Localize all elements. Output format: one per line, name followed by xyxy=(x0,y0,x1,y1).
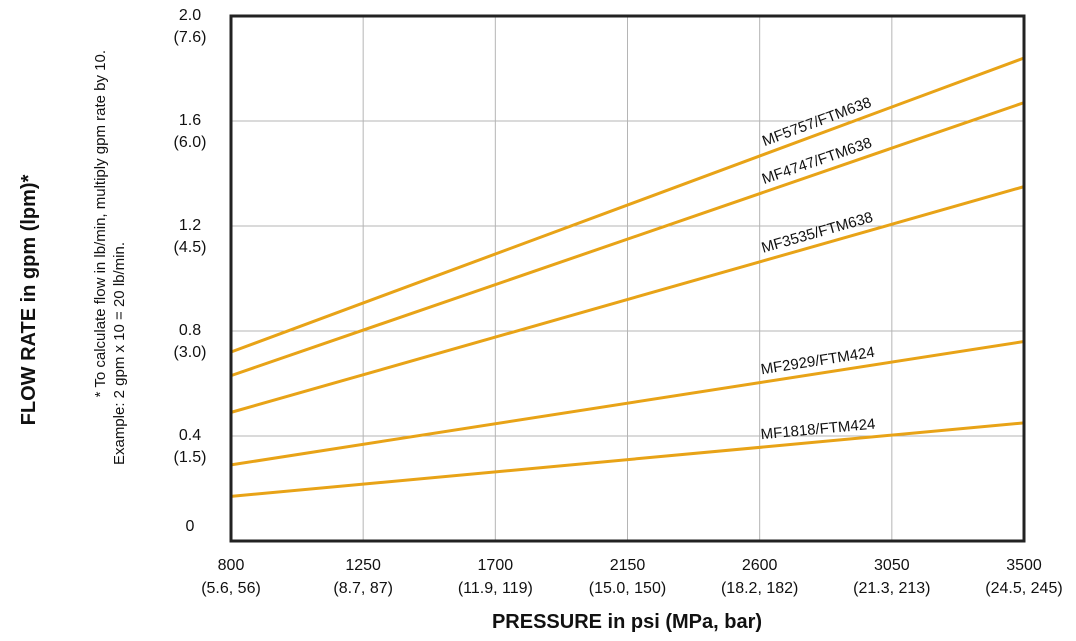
series-labels: MF5757/FTM638MF4747/FTM638MF3535/FTM638M… xyxy=(760,94,877,443)
x-tick-sublabel: (21.3, 213) xyxy=(853,580,930,597)
y-tick-sublabel: (7.6) xyxy=(174,29,207,46)
x-tick-label: 800 xyxy=(218,557,245,574)
y-tick-label: 1.6 xyxy=(179,112,201,129)
conversion-example: Example: 2 gpm x 10 = 20 lb/min. xyxy=(111,242,128,465)
x-tick-sublabel: (8.7, 87) xyxy=(333,580,393,597)
plot-frame xyxy=(229,14,1026,543)
y-tick-sublabel: (3.0) xyxy=(174,344,207,361)
y-tick-label: 2.0 xyxy=(179,7,201,24)
series-line xyxy=(230,101,1025,378)
series-line xyxy=(230,56,1025,354)
y-tick-sublabel: (1.5) xyxy=(174,449,207,466)
y-axis-ticks: 0 0.4 (1.5) 0.8 (3.0) 1.2 (4.5) 1.6 (6.0) 2.0 (7.6… xyxy=(174,7,207,535)
x-tick-label: 3500 xyxy=(1006,557,1042,574)
series-lines xyxy=(230,56,1025,498)
x-tick-sublabel: (15.0, 150) xyxy=(589,580,666,597)
x-tick-sublabel: (11.9, 119) xyxy=(458,580,533,597)
x-tick-label: 1700 xyxy=(478,557,514,574)
y-tick-label: 1.2 xyxy=(179,217,201,234)
x-tick-label: 3050 xyxy=(874,557,910,574)
y-tick-label: 0 xyxy=(186,518,195,535)
x-axis-title: PRESSURE in psi (MPa, bar) xyxy=(492,611,762,633)
x-tick-sublabel: (24.5, 245) xyxy=(985,580,1062,597)
y-tick-sublabel: (4.5) xyxy=(174,239,207,256)
x-tick-label: 2600 xyxy=(742,557,778,574)
y-tick-label: 0.4 xyxy=(179,427,201,444)
series-line xyxy=(230,340,1025,467)
x-tick-sublabel: (18.2, 182) xyxy=(721,580,798,597)
x-axis-ticks: 800 (5.6, 56) 1250 (8.7, 87) 1700 (11.9, 119)… xyxy=(201,557,1062,597)
y-tick-sublabel: (6.0) xyxy=(174,134,207,151)
conversion-note: * To calculate flow in lb/min, multiply … xyxy=(92,50,109,397)
x-tick-label: 1250 xyxy=(345,557,381,574)
grid xyxy=(231,16,1024,541)
x-tick-sublabel: (5.6, 56) xyxy=(201,580,261,597)
series-line xyxy=(230,421,1025,498)
y-tick-label: 0.8 xyxy=(179,322,201,339)
series-line xyxy=(230,185,1025,414)
x-tick-label: 2150 xyxy=(610,557,646,574)
y-axis-title: FLOW RATE in gpm (lpm)* xyxy=(18,174,40,425)
